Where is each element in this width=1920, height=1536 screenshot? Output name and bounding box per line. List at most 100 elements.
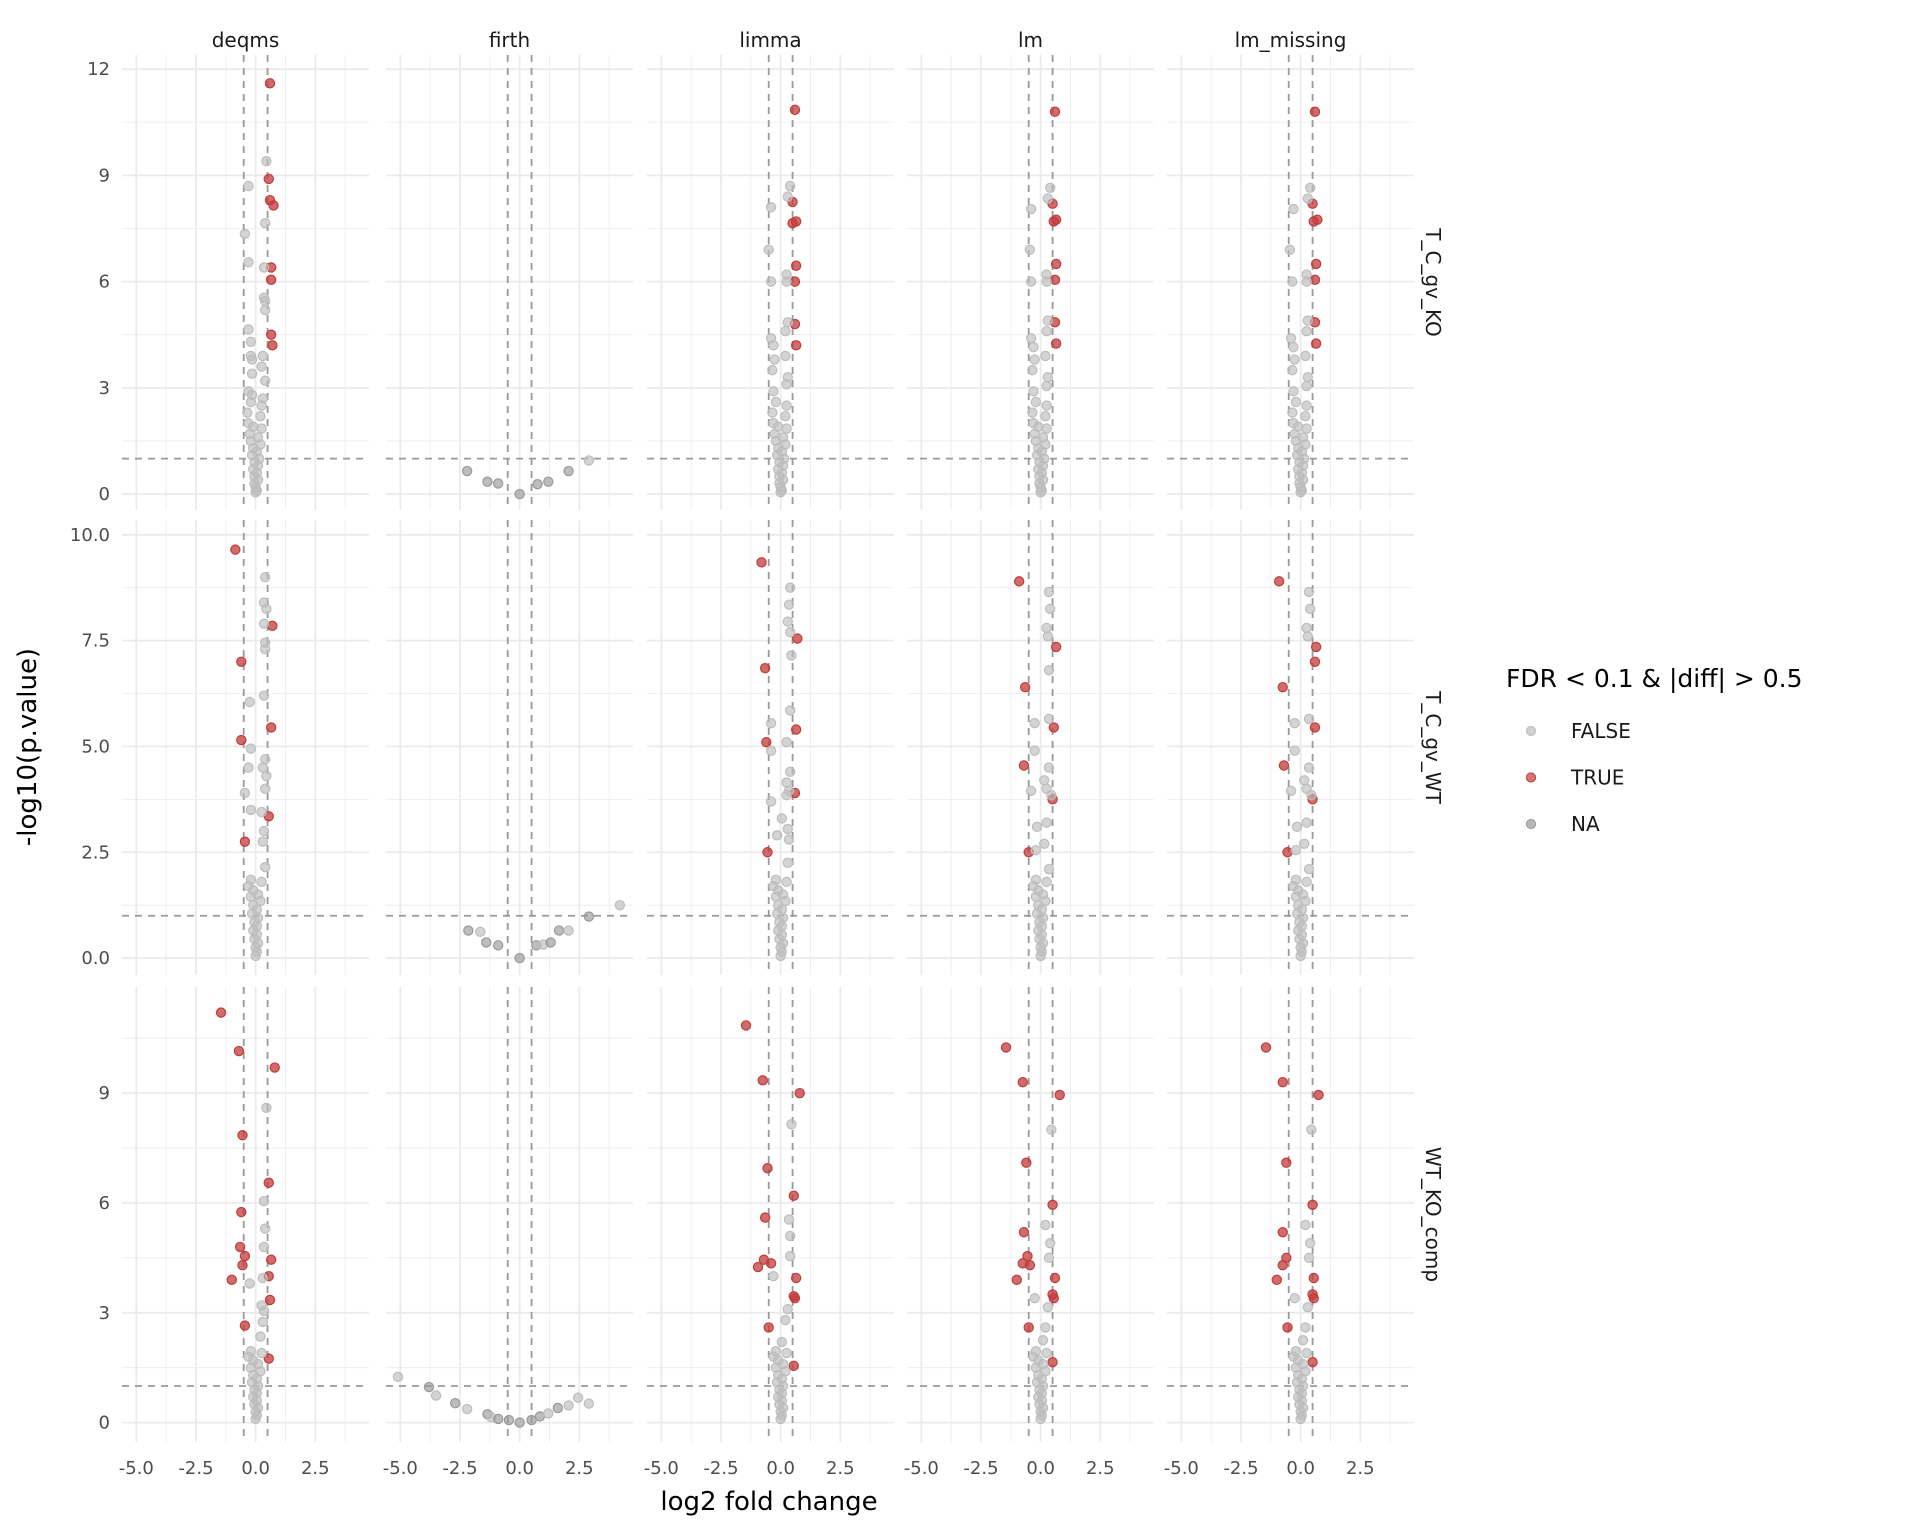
facet-row-strip: WT_KO_comp [1421,1147,1445,1282]
data-point-true [790,724,802,735]
data-point-false [780,325,791,337]
legend-label: TRUE [1570,766,1624,790]
data-point-false [1301,380,1312,392]
data-point-false [765,717,777,729]
panel-T_C_gv_KO-lm_missing [1167,55,1414,510]
data-point-false [543,1408,554,1419]
data-point-false [583,455,595,466]
data-point-true [1308,216,1319,227]
data-point-false [245,891,257,902]
data-point-true [1013,576,1025,587]
data-point-false [245,336,257,348]
data-point-true [263,1177,274,1189]
data-point-false [1302,372,1314,383]
data-point-false [1041,817,1052,828]
data-point-true [1271,1274,1282,1286]
data-point-true [1309,656,1321,667]
data-point-false [245,396,257,408]
data-point-false [1304,182,1316,193]
data-point-false [1301,423,1312,434]
data-point-true [789,1292,801,1304]
data-point-false [244,696,255,708]
data-point-false [256,806,267,818]
data-point-false [1040,410,1051,422]
data-point-true [1019,681,1031,693]
data-point-true [269,1062,280,1073]
data-point-true [239,836,251,847]
data-point-false [784,1250,796,1262]
data-point-true [1049,274,1061,286]
data-point-false [775,950,786,962]
data-point-true [1307,1199,1318,1210]
data-point-false [784,582,796,593]
data-point-false [1043,665,1055,676]
data-point-false [1300,1219,1311,1231]
data-point-false [1041,400,1052,411]
data-point-false [239,228,251,240]
data-point-false [768,386,779,397]
facet-col-strip: lm [1018,28,1043,52]
data-point-true [1050,338,1062,349]
data-point-false [1030,396,1042,408]
data-point-na [492,478,504,489]
data-point-true [762,1162,773,1174]
data-point-false [1029,745,1040,756]
x-tick-label: 2.5 [1346,1458,1375,1479]
legend-entries: FALSE TRUE NA [1525,719,1631,836]
y-tick-label: 9 [99,1083,110,1104]
data-point-false [1289,717,1300,729]
data-point-false [784,1230,796,1242]
data-point-false [1290,891,1302,902]
x-tick-label: -2.5 [178,1458,213,1479]
data-point-false [243,762,254,773]
data-point-false [1042,372,1054,383]
data-point-na [492,1413,504,1425]
data-point-true [792,633,803,644]
data-point-false [1037,1335,1049,1346]
data-point-true [1049,106,1061,117]
data-point-true [263,173,274,185]
data-point-false [1288,341,1299,353]
data-point-false [1289,354,1300,365]
data-point-false [1301,876,1312,888]
data-point-true [787,217,798,229]
data-point-false [1042,193,1054,204]
panel-WT_KO_comp-lm [907,987,1154,1442]
data-point-false [246,354,258,365]
data-point-na [482,476,493,487]
data-point-true [1000,1042,1012,1053]
data-point-false [1029,717,1040,729]
data-point-true [237,1259,248,1271]
data-point-false [259,861,271,873]
data-point-na [450,1397,461,1409]
data-point-false [1043,863,1055,875]
data-point-false [1297,1335,1309,1346]
data-point-false [259,753,271,765]
data-point-false [780,350,791,362]
data-point-false [781,400,792,411]
data-point-false [1030,891,1042,902]
data-point-false [257,1316,269,1328]
facet-col-strip: firth [489,28,530,52]
data-point-false [1287,276,1298,287]
data-point-true [788,1360,799,1372]
data-point-false [239,787,251,799]
data-point-na [583,911,595,922]
data-point-false [256,423,267,434]
data-point-false [781,876,792,888]
data-point-true [237,1130,248,1141]
x-tick-label: 0.0 [1026,1458,1055,1479]
data-point-false [1302,315,1314,326]
data-point-false [1306,1124,1317,1135]
data-point-false [1300,410,1311,422]
data-point-true [752,1261,764,1273]
data-point-false [1301,622,1312,634]
data-point-true [794,1087,805,1099]
x-axis-title: log2 fold change [660,1487,877,1517]
panel-T_C_gv_KO-deqms [122,55,369,510]
x-tick-label: 2.5 [565,1458,594,1479]
data-point-false [1301,400,1312,411]
x-tick-label: 0.0 [505,1458,534,1479]
data-point-na [514,488,525,500]
data-point-false [1299,775,1310,786]
